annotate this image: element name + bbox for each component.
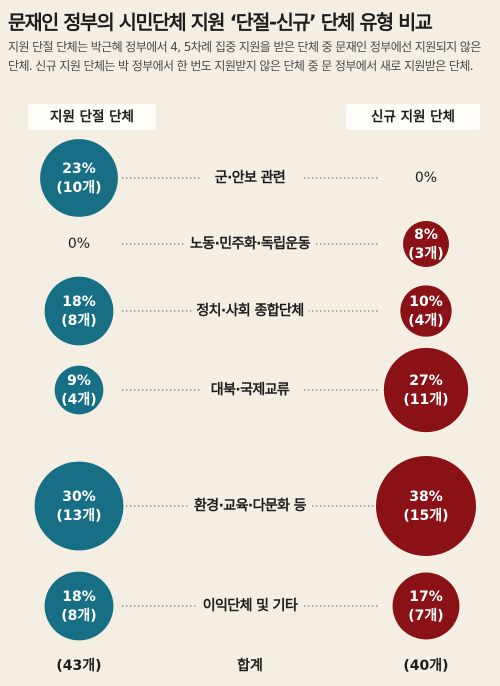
page-title: 문재인 정부의 시민단체 지원 ‘단절-신규’ 단체 유형 비교 xyxy=(8,11,433,34)
bubble-count-label: (8개) xyxy=(61,608,96,624)
zero-percent-label: 0% xyxy=(68,236,90,252)
bubble-count-label: (4개) xyxy=(61,392,96,408)
bubble-percent-label: 30% xyxy=(62,489,96,505)
bubble-percent-label: 38% xyxy=(409,489,443,505)
bubble-count-label: (11개) xyxy=(403,392,448,408)
bubble-cut-off xyxy=(54,365,104,415)
bubble-count-label: (13개) xyxy=(56,508,101,524)
bubble-new xyxy=(392,572,460,640)
category-label: 이익단체 및 기타 xyxy=(203,597,298,614)
category-label-bg xyxy=(197,596,303,616)
total-new: (40개) xyxy=(403,658,448,674)
category-label: 정치·사회 종합단체 xyxy=(196,302,303,319)
bubble-cut-off xyxy=(40,139,118,217)
bubble-percent-label: 18% xyxy=(62,589,96,605)
description: 지원 단절 단체는 박근혜 정부에서 4, 5차례 집중 지원을 받은 단체 중… xyxy=(8,40,481,73)
bubble-new xyxy=(383,347,469,433)
category-label: 환경·교육·다문화 등 xyxy=(194,497,307,514)
category-label-bg xyxy=(191,301,309,321)
bubble-cut-off xyxy=(44,571,114,641)
bubble-count-label: (10개) xyxy=(56,180,101,196)
total-cut-off: (43개) xyxy=(56,658,101,674)
bubble-percent-label: 17% xyxy=(409,589,443,605)
category-label: 대북·국제교류 xyxy=(211,382,290,398)
bubble-percent-label: 23% xyxy=(62,161,96,177)
category-label: 군·안보 관련 xyxy=(215,169,285,186)
bubble-percent-label: 18% xyxy=(62,294,96,310)
bubble-new xyxy=(400,285,452,337)
bubble-new xyxy=(403,221,449,267)
legend-new-groups: 신규 지원 단체 xyxy=(346,104,480,130)
bubble-count-label: (7개) xyxy=(408,608,443,624)
total-label: 합계 xyxy=(237,657,263,674)
legend-cut-off-groups: 지원 단절 단체 xyxy=(28,104,156,130)
bubble-percent-label: 27% xyxy=(409,373,443,389)
bubble-count-label: (4개) xyxy=(408,313,443,329)
bubble-new xyxy=(376,456,476,556)
category-label: 노동·민주화·독립운동 xyxy=(190,235,311,252)
bubble-percent-label: 8% xyxy=(414,227,438,243)
bubble-count-label: (3개) xyxy=(408,246,443,262)
category-label-bg xyxy=(185,234,315,254)
category-label-bg xyxy=(189,496,311,516)
bubble-cut-off xyxy=(44,276,114,346)
zero-percent-label: 0% xyxy=(415,170,437,186)
category-label-bg xyxy=(209,168,291,188)
bubble-count-label: (15개) xyxy=(403,508,448,524)
bubble-percent-label: 9% xyxy=(67,373,91,389)
bubble-cut-off xyxy=(34,461,124,551)
bubble-count-label: (8개) xyxy=(61,313,96,329)
category-label-bg xyxy=(205,380,295,400)
bubble-percent-label: 10% xyxy=(409,294,443,310)
